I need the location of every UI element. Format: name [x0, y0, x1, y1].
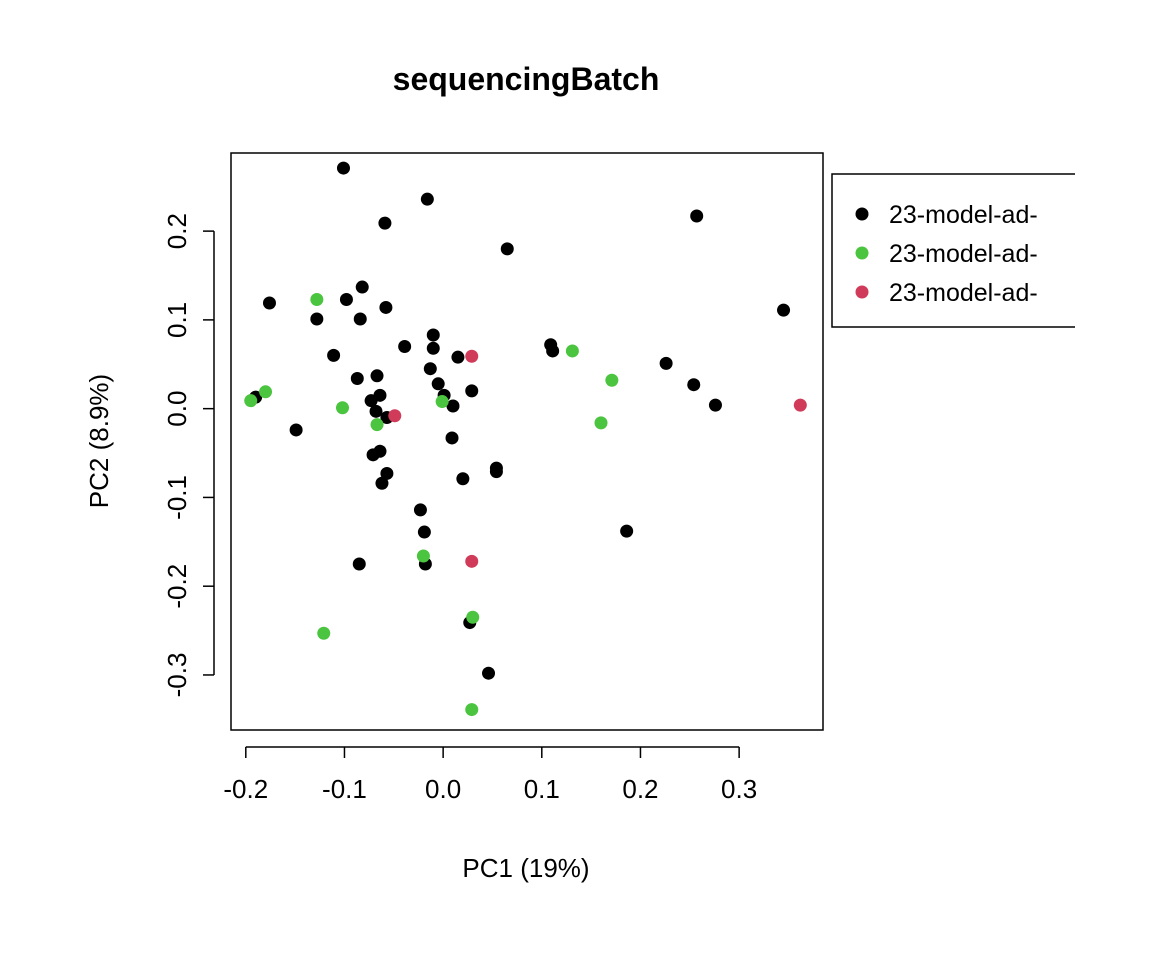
data-point	[489, 465, 503, 479]
data-point	[431, 377, 445, 391]
legend-box	[831, 173, 1075, 328]
data-point	[370, 418, 384, 432]
data-point	[244, 394, 258, 408]
y-tick-label: -0.1	[162, 475, 192, 520]
data-point	[369, 404, 383, 418]
plot-frame	[230, 152, 824, 731]
data-point	[370, 369, 384, 383]
legend: 23-model-ad- 23-model-ad- 23-model-ad-	[831, 173, 1075, 328]
legend-label: 23-model-ad-	[889, 240, 1038, 268]
data-point	[793, 398, 807, 412]
x-tick-label: 0.1	[524, 774, 560, 804]
data-point	[336, 161, 350, 175]
data-point	[423, 362, 437, 376]
data-point	[366, 448, 380, 462]
data-point	[690, 209, 704, 223]
data-point	[380, 466, 394, 480]
data-point	[375, 476, 389, 490]
data-point	[446, 399, 460, 413]
legend-marker	[855, 207, 869, 221]
data-point	[398, 340, 412, 354]
data-point	[451, 350, 465, 364]
data-point	[289, 423, 303, 437]
data-point	[465, 703, 479, 717]
data-point	[262, 296, 276, 310]
data-point	[317, 626, 331, 640]
data-point	[416, 549, 430, 563]
data-point	[465, 349, 479, 363]
data-point	[310, 312, 324, 326]
data-point	[413, 503, 427, 517]
data-point	[327, 348, 341, 362]
data-point	[546, 344, 560, 358]
series-2	[244, 292, 619, 717]
x-axis: -0.2 -0.1 0.0 0.1 0.2 0.3	[223, 746, 757, 804]
data-point	[500, 242, 514, 256]
legend-label: 23-model-ad-	[889, 279, 1038, 307]
legend-marker	[855, 285, 869, 299]
x-axis-label: PC1 (19%)	[462, 853, 589, 883]
y-tick-label: -0.3	[162, 653, 192, 698]
data-point	[456, 472, 470, 486]
data-point	[465, 384, 479, 398]
data-point	[353, 312, 367, 326]
x-tick-label: 0.0	[425, 774, 461, 804]
legend-marker	[855, 246, 869, 260]
data-point	[465, 554, 479, 568]
y-axis-label: PC2 (8.9%)	[84, 374, 114, 508]
data-point	[708, 398, 722, 412]
data-point	[594, 416, 608, 430]
x-tick-label: -0.2	[223, 774, 268, 804]
data-point	[426, 341, 440, 355]
x-tick-label: 0.3	[721, 774, 757, 804]
data-point	[777, 303, 791, 317]
y-tick-label: 0.2	[162, 213, 192, 249]
data-point	[426, 328, 440, 342]
data-point	[659, 356, 673, 370]
data-point	[435, 395, 449, 409]
y-tick-label: 0.0	[162, 391, 192, 427]
data-point	[565, 344, 579, 358]
x-tick-label: -0.1	[322, 774, 367, 804]
data-point	[466, 610, 480, 624]
y-tick-label: -0.2	[162, 564, 192, 609]
data-point	[388, 409, 402, 423]
data-point	[364, 394, 378, 408]
data-point	[605, 373, 619, 387]
data-point	[339, 292, 353, 306]
data-points	[244, 161, 807, 717]
data-point	[482, 666, 496, 680]
data-point	[417, 525, 431, 539]
data-point	[259, 385, 273, 399]
data-point	[445, 431, 459, 445]
data-point	[352, 557, 366, 571]
series-3	[388, 349, 807, 568]
x-tick-label: 0.2	[622, 774, 658, 804]
legend-label: 23-model-ad-	[889, 201, 1038, 229]
data-point	[355, 280, 369, 294]
data-point	[310, 292, 324, 306]
chart-title: sequencingBatch	[393, 61, 660, 97]
data-point	[350, 371, 364, 385]
data-point	[620, 524, 634, 538]
y-axis: -0.3 -0.2 -0.1 0.0 0.1 0.2	[162, 213, 215, 698]
series-1	[249, 161, 791, 680]
y-tick-label: 0.1	[162, 302, 192, 338]
data-point	[378, 216, 392, 230]
data-point	[687, 378, 701, 392]
data-point	[379, 300, 393, 314]
data-point	[420, 192, 434, 206]
data-point	[335, 401, 349, 415]
